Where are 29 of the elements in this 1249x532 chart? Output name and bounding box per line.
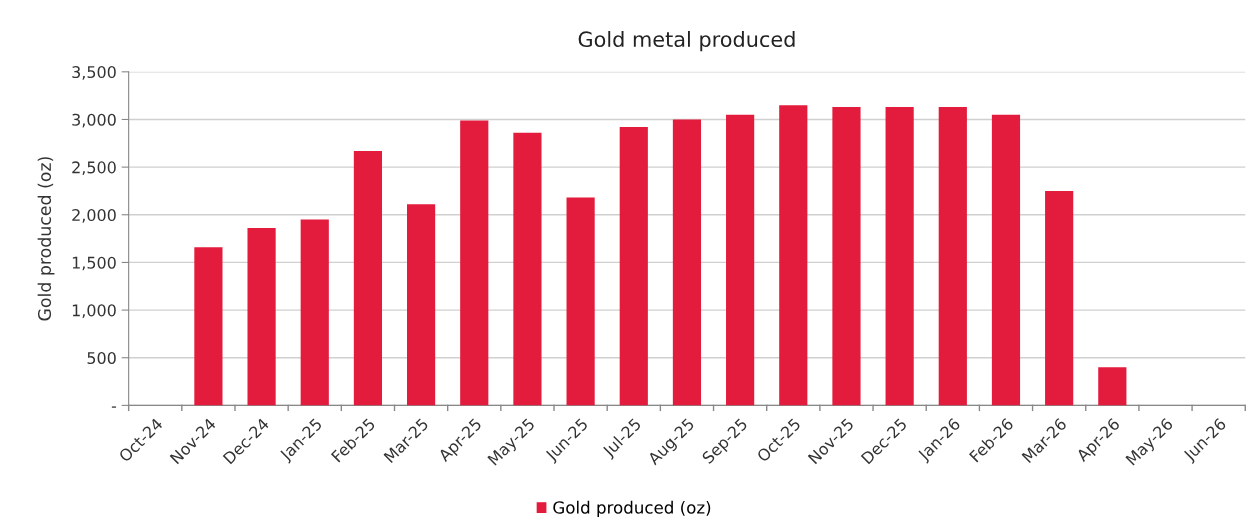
y-tick-label: 1,500 (72, 256, 116, 271)
y-tick-label: - (111, 406, 117, 408)
bar (672, 119, 702, 406)
y-tick-label: 2,500 (72, 161, 116, 176)
bar (726, 114, 755, 406)
y-axis-title: Gold produced (oz) (37, 157, 55, 321)
bar (407, 204, 436, 406)
legend-label: Gold produced (oz) (553, 500, 711, 517)
y-tick-label: 2,000 (72, 208, 116, 223)
bar (566, 197, 595, 406)
bar (991, 114, 1021, 406)
bar (300, 219, 329, 406)
bar (779, 105, 808, 406)
y-tick-label: 1,000 (72, 304, 116, 318)
y-tick-label: 3,500 (72, 66, 116, 80)
bar (513, 132, 542, 406)
y-tick-label: 500 (87, 351, 116, 365)
chart-title: Gold metal produced (578, 30, 795, 52)
bar (353, 150, 383, 406)
bar (619, 127, 648, 406)
y-tick-label: 3,000 (72, 113, 116, 128)
bar (1045, 190, 1074, 406)
bar (885, 107, 914, 406)
bar (194, 247, 223, 406)
bar (938, 107, 967, 406)
bar (1098, 367, 1127, 406)
bar (460, 120, 489, 406)
bar (832, 107, 861, 406)
bar (247, 228, 276, 406)
